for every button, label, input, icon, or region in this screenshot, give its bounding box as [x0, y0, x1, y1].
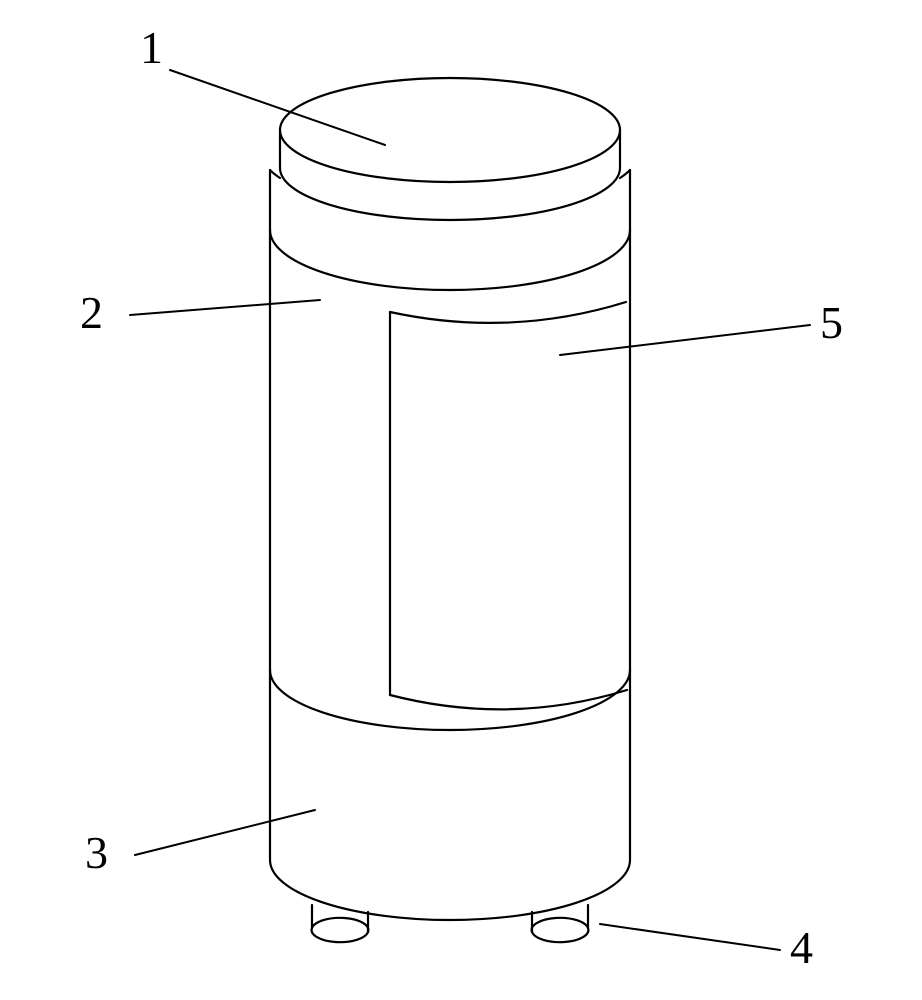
foot-right — [532, 905, 589, 942]
callout-line-3 — [135, 810, 315, 855]
callout-line-2 — [130, 300, 320, 315]
callout-line-4 — [600, 924, 780, 950]
callout-label-5: 5 — [820, 300, 843, 346]
callout-label-2: 2 — [80, 290, 103, 336]
callout-label-4: 4 — [790, 925, 813, 971]
foot-left — [312, 905, 369, 942]
callout-label-1: 1 — [140, 25, 163, 71]
callout-line-1 — [170, 70, 385, 145]
callout-line-5 — [560, 325, 810, 355]
cap-top — [280, 78, 620, 182]
front-panel — [390, 302, 627, 709]
callout-label-3: 3 — [85, 830, 108, 876]
patent-figure — [0, 0, 922, 1000]
